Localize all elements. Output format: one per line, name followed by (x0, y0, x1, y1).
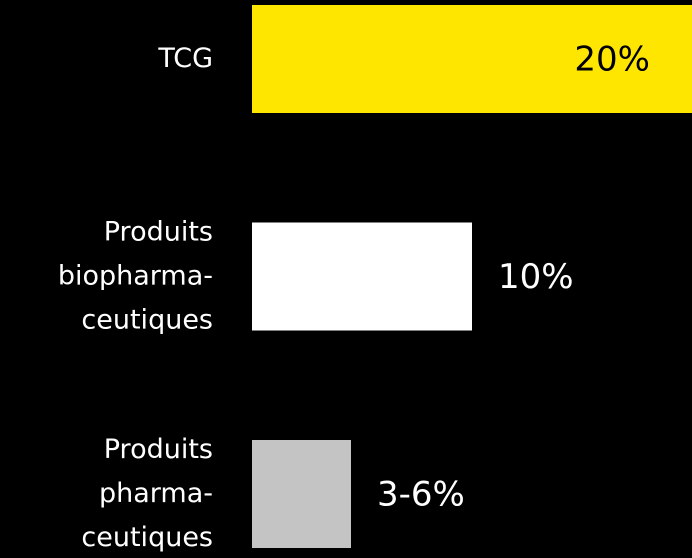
category-line: Produits (104, 216, 213, 247)
category-line: ceutiques (81, 522, 213, 553)
value-label: 10% (498, 257, 574, 297)
bar (252, 440, 351, 548)
value-label: 20% (574, 40, 650, 80)
category-line: TCG (157, 43, 213, 74)
bar (252, 222, 472, 331)
category-label: Produits biopharma-ceutiques (58, 216, 213, 335)
bar (252, 5, 692, 113)
category-line: ceutiques (81, 304, 213, 335)
category-line: biopharma- (58, 260, 213, 291)
value-label: 3-6% (377, 475, 465, 515)
category-label: TCG (157, 43, 213, 74)
category-line: pharma- (99, 478, 213, 509)
category-label: Produits pharma-ceutiques (81, 434, 213, 553)
category-line: Produits (104, 434, 213, 465)
